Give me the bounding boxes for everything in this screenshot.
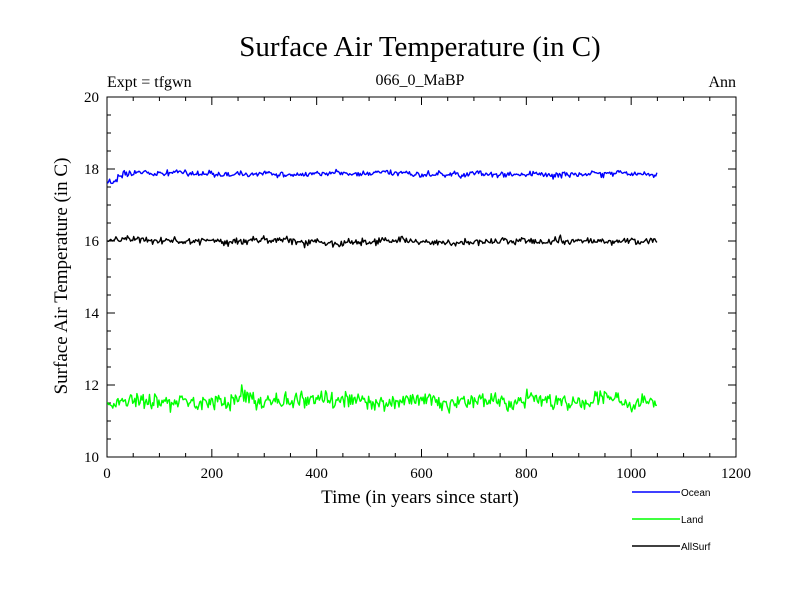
x-tick-label: 600 xyxy=(410,466,433,482)
x-tick-label: 1200 xyxy=(721,466,751,482)
legend-label-land: Land xyxy=(681,515,703,526)
experiment-label: Expt = tfgwn xyxy=(107,74,192,91)
y-tick-label: 14 xyxy=(84,306,100,322)
axes: 0 200 400 600 800 1000 1200 10 12 14 16 18 20 xyxy=(84,90,751,482)
y-tick-label: 12 xyxy=(84,378,99,394)
y-tick-label: 10 xyxy=(84,450,99,466)
y-tick-label: 18 xyxy=(84,162,99,178)
y-tick-label: 20 xyxy=(84,90,99,106)
season-label: Ann xyxy=(708,74,736,91)
chart-title: Surface Air Temperature (in C) xyxy=(239,31,600,63)
y-tick-label: 16 xyxy=(84,234,100,250)
x-tick-label: 800 xyxy=(515,466,538,482)
x-tick-label: 200 xyxy=(201,466,224,482)
x-axis-label: Time (in years since start) xyxy=(321,487,519,508)
series-group xyxy=(106,168,658,414)
x-tick-label: 1000 xyxy=(616,466,646,482)
legend-label-allsurf: AllSurf xyxy=(681,542,711,553)
legend: Ocean Land AllSurf xyxy=(632,488,711,553)
legend-label-ocean: Ocean xyxy=(681,488,710,499)
series-line-land xyxy=(106,384,657,414)
series-line-ocean xyxy=(106,168,658,185)
period-label: 066_0_MaBP xyxy=(376,72,465,89)
x-tick-label: 400 xyxy=(305,466,328,482)
y-axis-label: Surface Air Temperature (in C) xyxy=(51,158,72,395)
series-line-allsurf xyxy=(107,234,658,249)
x-tick-label: 0 xyxy=(103,466,111,482)
